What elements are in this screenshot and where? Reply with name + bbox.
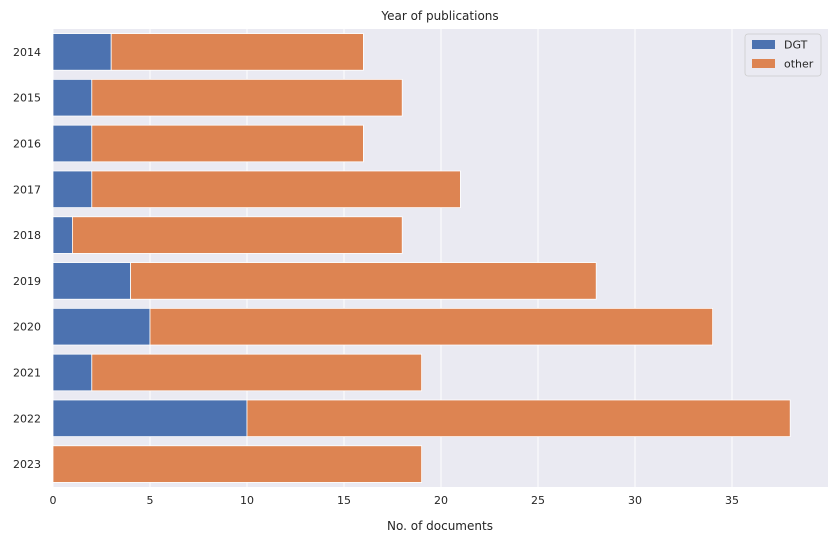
bar-other-2017 — [91, 170, 461, 209]
x-axis-ticks: 0 5 10 15 20 25 30 35 — [50, 494, 740, 507]
bar-dgt-2018 — [52, 216, 73, 254]
bar-dgt-2021 — [52, 353, 93, 392]
x-tick-label-4: 20 — [434, 494, 448, 507]
y-tick-label-2014: 2014 — [13, 46, 41, 59]
legend-label-other: other — [784, 58, 814, 71]
bar-dgt-2015 — [52, 78, 93, 117]
bar-dgt-2017 — [52, 170, 93, 209]
bar-dgt-2020 — [52, 307, 151, 346]
y-tick-label-2020: 2020 — [13, 321, 41, 334]
bar-dgt-2022 — [52, 399, 248, 438]
x-tick-label-1: 5 — [147, 494, 154, 507]
y-tick-label-2023: 2023 — [13, 458, 41, 471]
x-tick-label-2: 10 — [240, 494, 254, 507]
bar-dgt-2014 — [52, 33, 112, 71]
bar-other-2014 — [110, 33, 364, 71]
x-tick-label-5: 25 — [531, 494, 545, 507]
y-tick-label-2022: 2022 — [13, 412, 41, 425]
x-tick-label-6: 30 — [628, 494, 642, 507]
bar-other-2022 — [246, 399, 791, 438]
bar-dgt-2019 — [52, 262, 131, 300]
bar-other-2020 — [149, 307, 713, 346]
y-tick-label-2019: 2019 — [13, 275, 41, 288]
bar-other-2016 — [91, 124, 364, 163]
legend: DGT other — [744, 33, 822, 77]
x-tick-label-3: 15 — [337, 494, 351, 507]
legend-swatch-other — [752, 59, 775, 68]
x-tick-label-0: 0 — [50, 494, 57, 507]
bar-other-2018 — [72, 216, 403, 254]
y-tick-label-2021: 2021 — [13, 367, 41, 380]
bar-dgt-2016 — [52, 124, 93, 163]
bars — [52, 33, 791, 483]
bar-other-2021 — [91, 353, 422, 392]
bar-other-2023 — [52, 445, 423, 483]
bar-other-2019 — [130, 262, 597, 300]
bar-other-2015 — [91, 78, 403, 117]
legend-swatch-dgt — [752, 40, 775, 49]
legend-label-dgt: DGT — [784, 39, 808, 52]
y-tick-label-2017: 2017 — [13, 183, 41, 196]
y-tick-label-2018: 2018 — [13, 229, 41, 242]
x-axis-title: No. of documents — [387, 519, 493, 533]
chart-title: Year of publications — [380, 9, 498, 23]
y-tick-label-2015: 2015 — [13, 92, 41, 105]
y-tick-label-2016: 2016 — [13, 138, 41, 151]
y-axis-ticks: 2014 2015 2016 2017 2018 2019 2020 2021 2022 2023 — [13, 46, 41, 471]
x-tick-label-7: 35 — [725, 494, 739, 507]
